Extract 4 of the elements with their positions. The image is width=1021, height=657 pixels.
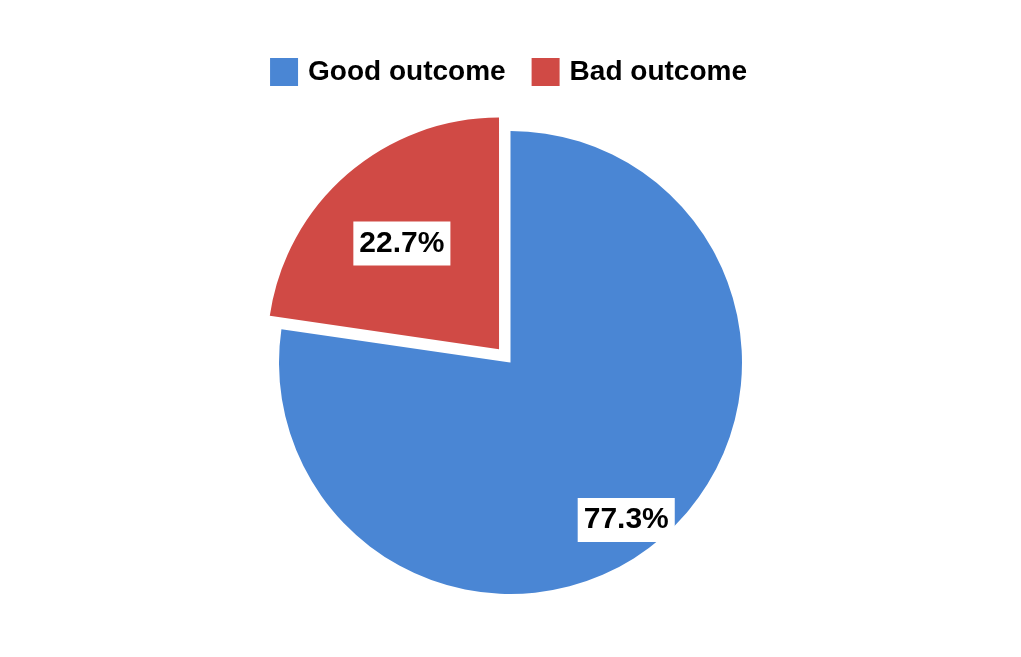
legend-label: Bad outcome [569,54,747,86]
data-label: 22.7% [359,224,445,258]
legend-label: Good outcome [308,54,506,86]
data-label: 77.3% [583,501,669,535]
